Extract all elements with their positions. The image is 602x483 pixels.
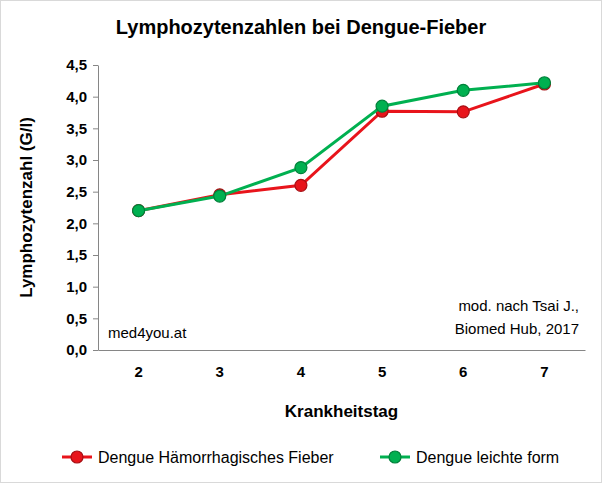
x-axis: 2 3 4 5 6 7 [99,351,586,380]
legend-item: Dengue leichte form [380,449,559,466]
x-tick-label: 3 [216,363,224,380]
series-marker [538,77,550,89]
x-tick-label: 2 [134,363,142,380]
y-tick-label: 3,5 [66,120,87,137]
series-marker [295,162,307,174]
y-tick-mark [93,255,98,256]
y-tick-label: 3,0 [66,151,87,168]
y-tick: 0,5 [66,310,98,327]
x-tick: 7 [540,363,548,380]
series-marker [133,205,145,217]
y-tick-mark [93,223,98,224]
x-tick-label: 7 [540,363,548,380]
x-axis-line [99,350,586,351]
y-tick-label: 4,0 [66,88,87,105]
y-tick-label: 0,0 [66,341,87,358]
y-tick-label: 1,0 [66,278,87,295]
series-marker [376,100,388,112]
y-axis-line [98,66,99,351]
x-tick: 5 [378,363,386,380]
x-tick-label: 4 [297,363,306,380]
y-tick: 4,0 [66,88,98,105]
y-axis-title: Lymphozytenzahl (G/l) [17,117,36,298]
y-tick-mark [93,192,98,193]
series-marker [457,84,469,96]
legend-marker [71,451,83,463]
y-tick-label: 2,5 [66,183,87,200]
x-tick-label: 6 [459,363,467,380]
legend: Dengue Hämorrhagisches Fieber Dengue leic… [62,449,559,466]
y-tick-label: 4,5 [66,56,87,73]
x-tick-label: 5 [378,363,386,380]
x-axis-title: Krankheitstag [285,402,398,421]
series-marker [214,190,226,202]
x-tick: 4 [297,363,306,380]
y-tick-label: 0,5 [66,310,87,327]
legend-label: Dengue Hämorrhagisches Fieber [98,449,334,466]
annotation: med4you.at [108,324,187,341]
series-line [139,83,545,211]
y-tick-mark [93,350,98,351]
y-tick: 3,0 [66,151,98,168]
y-tick: 2,5 [66,183,98,200]
chart-frame [1,1,602,483]
chart-title: Lymphozytenzahlen bei Dengue-Fieber [116,16,487,38]
y-axis: 0,0 0,5 1,0 1,5 2,0 2,5 3,0 3,5 4,0 4,5 [66,56,98,358]
legend-label: Dengue leichte form [416,449,559,466]
series-marker [295,179,307,191]
y-tick: 2,0 [66,215,98,232]
y-tick-mark [93,318,98,319]
x-tick: 3 [216,363,224,380]
y-tick: 0,0 [66,341,98,358]
y-tick-mark [93,128,98,129]
y-tick-mark [93,287,98,288]
x-tick: 6 [459,363,467,380]
series-line [139,84,545,211]
y-tick-mark [93,97,98,98]
legend-marker [389,451,401,463]
plot-area [133,77,551,217]
y-tick-mark [93,160,98,161]
y-tick-label: 1,5 [66,246,87,263]
y-tick-label: 2,0 [66,215,87,232]
series-marker [133,205,145,217]
x-tick: 2 [134,363,142,380]
y-tick: 4,5 [66,56,98,73]
y-tick: 1,0 [66,278,98,295]
annotation: Biomed Hub, 2017 [455,320,579,337]
series-marker [457,106,469,118]
y-tick: 1,5 [66,246,98,263]
y-tick-mark [93,65,98,66]
annotation: mod. nach Tsai J., [458,297,579,314]
legend-item: Dengue Hämorrhagisches Fieber [62,449,334,466]
y-tick: 3,5 [66,120,98,137]
